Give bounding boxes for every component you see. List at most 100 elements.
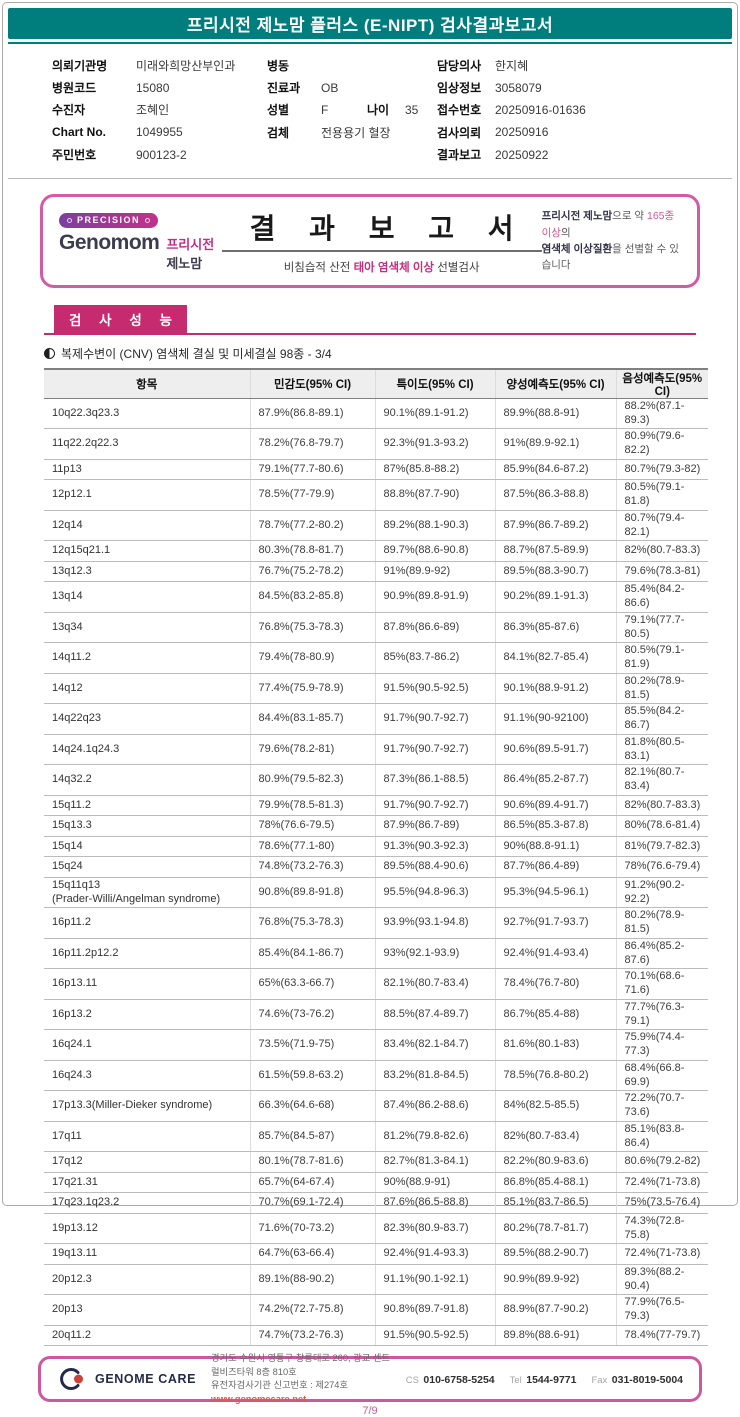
cell-value: 70.1%(68.6-71.6) bbox=[615, 968, 708, 1000]
cell-item: 20p13 bbox=[44, 1294, 250, 1326]
info-label: 병동 bbox=[267, 58, 290, 73]
page-number: 7/9 bbox=[362, 1405, 378, 1417]
cell-value: 91.1%(90.1-92.1) bbox=[374, 1264, 495, 1296]
table-row: 10q22.3q23.3 87.9%(86.8-89.1) 90.1%(89.1-9… bbox=[44, 398, 708, 430]
cell-value: 89.9%(88.8-91) bbox=[494, 398, 616, 430]
cell-value: 89.8%(88.6-91) bbox=[494, 1325, 616, 1347]
cell-item: 17q12 bbox=[44, 1151, 250, 1173]
info-value: 35 bbox=[405, 102, 419, 117]
genomecare-logo: GENOME CARE bbox=[57, 1365, 197, 1393]
info-row: 담당의사 한지혜 bbox=[437, 54, 732, 76]
cell-value: 93%(92.1-93.9) bbox=[374, 938, 495, 970]
patient-info-panel: 의뢰기관명 미래와희망산부인과 병원코드 15080 수진자 조혜인 Chart No. 10… bbox=[8, 42, 732, 179]
cell-item: 12p12.1 bbox=[44, 479, 250, 511]
cell-value: 84.5%(83.2-85.8) bbox=[249, 581, 375, 613]
table-row: 15q11.2 79.9%(78.5-81.3) 91.7%(90.7-92.7) 9… bbox=[44, 795, 708, 817]
cell-value: 72.2%(70.7-73.6) bbox=[615, 1090, 708, 1122]
cell-value: 91.3%(90.3-92.3) bbox=[374, 836, 495, 858]
cell-value: 91.7%(90.7-92.7) bbox=[374, 795, 495, 817]
cell-item: 17q11 bbox=[44, 1121, 250, 1153]
cell-value: 88.9%(87.7-90.2) bbox=[494, 1294, 616, 1326]
info-row: 검체 전용용기 혈장 bbox=[267, 121, 437, 143]
cell-item: 17p13.3(Miller-Dieker syndrome) bbox=[44, 1090, 250, 1122]
cell-value: 82.7%(81.3-84.1) bbox=[374, 1151, 495, 1173]
cell-value: 82%(80.7-83.4) bbox=[494, 1121, 616, 1153]
table-row: 11q22.2q22.3 78.2%(76.8-79.7) 92.3%(91.3-9… bbox=[44, 428, 708, 460]
cell-value: 80.7%(79.4-82.1) bbox=[615, 510, 708, 542]
section-badge: 검 사 성 능 bbox=[54, 304, 187, 333]
cell-value: 80.2%(78.7-81.7) bbox=[494, 1213, 616, 1245]
table-row: 16p13.11 65%(63.3-66.7) 82.1%(80.7-83.4) 78… bbox=[44, 968, 708, 1000]
cell-value: 82.2%(80.9-83.6) bbox=[494, 1151, 616, 1173]
table-row: 16p11.2 76.8%(75.3-78.3) 93.9%(93.1-94.8) 9… bbox=[44, 907, 708, 939]
footer-contact-block: CS 010-6758-5254 Tel 1544-9771 Fax 031-8… bbox=[406, 1370, 683, 1388]
table-row: 15q13.3 78%(76.6-79.5) 87.9%(86.7-89) 86.5%… bbox=[44, 815, 708, 837]
pill-dot-icon bbox=[67, 217, 72, 223]
info-value: 20250922 bbox=[495, 147, 549, 162]
website-link[interactable]: www.genomecare.net bbox=[210, 1394, 307, 1405]
cell-value: 79.1%(77.7-80.6) bbox=[249, 459, 375, 481]
info-label: 병원코드 bbox=[52, 81, 97, 96]
info-row: 병원코드 15080 bbox=[52, 76, 267, 98]
cell-item: 15q13.3 bbox=[44, 815, 250, 837]
cell-value: 90.2%(89.1-91.3) bbox=[494, 581, 616, 613]
cell-item: 16p13.11 bbox=[44, 968, 250, 1000]
cell-item: 16q24.3 bbox=[44, 1060, 250, 1092]
cell-value: 72.4%(71-73.8) bbox=[615, 1172, 708, 1194]
table-row: 16p11.2p12.2 85.4%(84.1-86.7) 93%(92.1-93.… bbox=[44, 938, 708, 970]
info-row: 수진자 조혜인 bbox=[52, 99, 267, 121]
table-row: 14q24.1q24.3 79.6%(78.2-81) 91.7%(90.7-92.… bbox=[44, 734, 708, 766]
cell-value: 77.4%(75.9-78.9) bbox=[249, 673, 375, 705]
cell-item: 16p13.2 bbox=[44, 999, 250, 1031]
heading-underline bbox=[221, 249, 542, 252]
cell-item: 12q14 bbox=[44, 510, 250, 542]
table-row: 15q14 78.6%(77.1-80) 91.3%(90.3-92.3) 90%(8… bbox=[44, 836, 708, 858]
cell-value: 89.2%(88.1-90.3) bbox=[374, 510, 495, 542]
cell-value: 71.6%(70-73.2) bbox=[249, 1213, 375, 1245]
performance-table-body: 10q22.3q23.3 87.9%(86.8-89.1) 90.1%(89.1-9… bbox=[44, 398, 708, 1347]
cell-value: 85.9%(84.6-87.2) bbox=[494, 459, 616, 481]
cell-item: 16p11.2p12.2 bbox=[44, 938, 250, 970]
cell-value: 90.9%(89.9-92) bbox=[494, 1264, 616, 1296]
cell-value: 76.8%(75.3-78.3) bbox=[249, 612, 375, 644]
cell-value: 65%(63.3-66.7) bbox=[249, 968, 375, 1000]
footer-address-line2: 유전자검사기관 신고번호 : 제274호 bbox=[210, 1380, 349, 1391]
precision-badge: PRECISION bbox=[59, 213, 159, 229]
cell-value: 87.9%(86.7-89) bbox=[374, 815, 495, 837]
cell-value: 74.8%(73.2-76.3) bbox=[249, 856, 375, 878]
table-row: 17q12 80.1%(78.7-81.6) 82.7%(81.3-84.1) 82.… bbox=[44, 1151, 708, 1173]
cell-value: 90.8%(89.8-91.8) bbox=[249, 877, 375, 909]
cell-item: 13q34 bbox=[44, 612, 250, 644]
fax-number: 031-8019-5004 bbox=[611, 1374, 683, 1387]
cell-value: 66.3%(64.6-68) bbox=[249, 1090, 375, 1122]
cell-value: 79.1%(77.7-80.5) bbox=[615, 612, 708, 644]
report-box-note: 프리시전 제노맘으로 약 165종 이상의 염색체 이상질환을 선별할 수 있습… bbox=[542, 208, 681, 273]
cell-value: 92.4%(91.4-93.4) bbox=[494, 938, 616, 970]
info-value: 미래와희망산부인과 bbox=[136, 58, 236, 73]
info-value: 15080 bbox=[136, 80, 170, 95]
cell-value: 76.7%(75.2-78.2) bbox=[249, 561, 375, 583]
cell-value: 87.6%(86.5-88.8) bbox=[374, 1192, 495, 1214]
cell-value: 83.2%(81.8-84.5) bbox=[374, 1060, 495, 1092]
info-label: 결과보고 bbox=[437, 148, 482, 163]
cell-value: 82%(80.7-83.3) bbox=[615, 795, 708, 817]
info-row: 진료과 OB bbox=[267, 76, 437, 98]
col-header-npv: 음성예측도(95% CI) bbox=[615, 367, 708, 399]
cell-value: 80.2%(78.9-81.5) bbox=[615, 673, 708, 705]
genomecare-brand-text: GENOME CARE bbox=[95, 1372, 197, 1387]
info-row: 의뢰기관명 미래와희망산부인과 bbox=[52, 54, 267, 76]
cell-value: 84.1%(82.7-85.4) bbox=[494, 642, 616, 674]
cell-value: 91.1%(90-92100) bbox=[494, 703, 616, 735]
table-row: 16p13.2 74.6%(73-76.2) 88.5%(87.4-89.7) 86.… bbox=[44, 999, 708, 1031]
info-label: 접수번호 bbox=[437, 103, 482, 118]
cell-value: 91.5%(90.5-92.5) bbox=[374, 673, 495, 705]
col-header-specificity: 특이도(95% CI) bbox=[374, 367, 495, 399]
cell-value: 80.9%(79.5-82.3) bbox=[249, 764, 375, 796]
cell-value: 87.4%(86.2-88.6) bbox=[374, 1090, 495, 1122]
brand-name-kr: 프리시전 제노맘 bbox=[166, 237, 215, 272]
patient-info-col1: 의뢰기관명 미래와희망산부인과 병원코드 15080 수진자 조혜인 Chart No. 10… bbox=[52, 54, 267, 166]
genomom-logo: PRECISION Genomom 프리시전 제노맘 bbox=[59, 210, 222, 273]
cell-value: 74.7%(73.2-76.3) bbox=[249, 1325, 375, 1347]
cell-value: 74.2%(72.7-75.8) bbox=[249, 1294, 375, 1326]
info-label: 진료과 bbox=[267, 81, 301, 96]
